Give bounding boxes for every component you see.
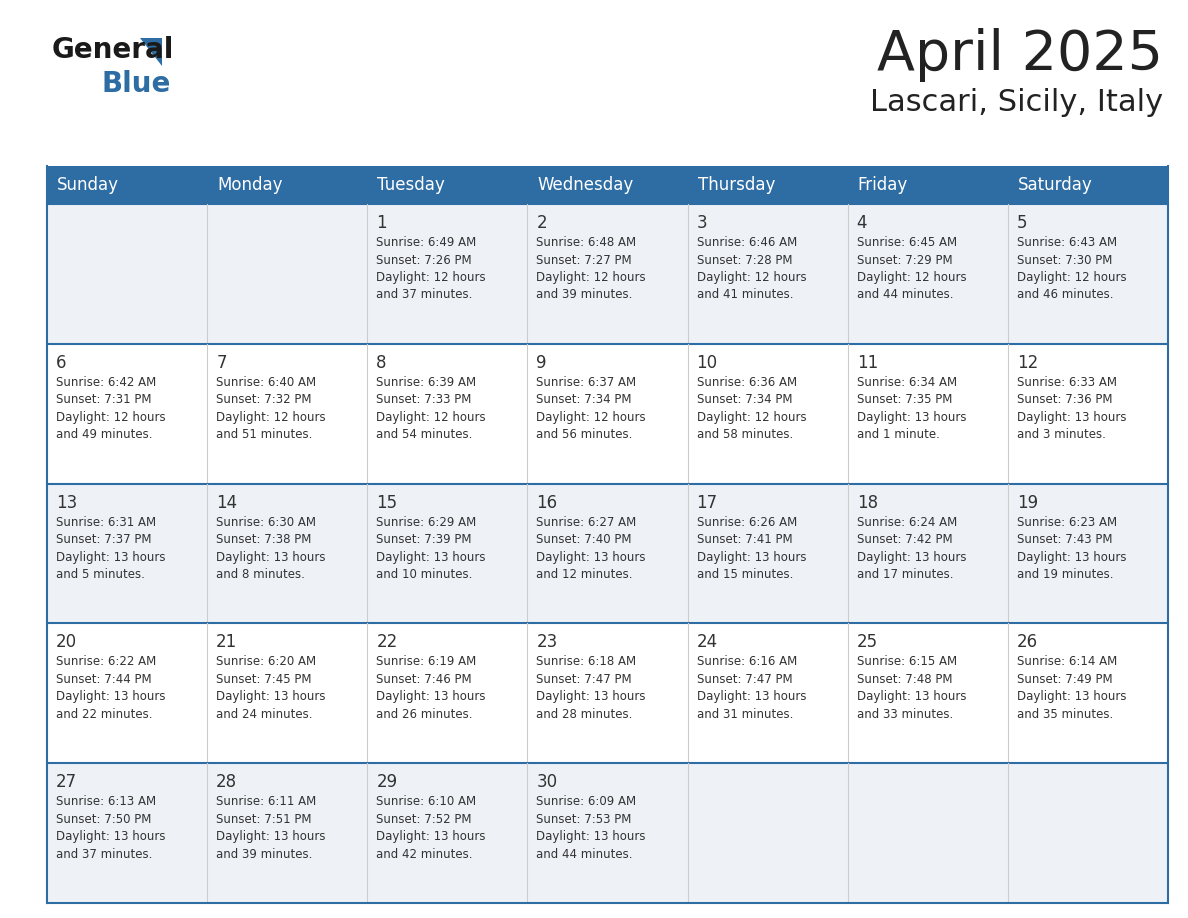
Text: 7: 7 bbox=[216, 353, 227, 372]
Text: Sunrise: 6:26 AM
Sunset: 7:41 PM
Daylight: 13 hours
and 15 minutes.: Sunrise: 6:26 AM Sunset: 7:41 PM Dayligh… bbox=[696, 516, 807, 581]
Bar bbox=[48, 763, 1168, 903]
Text: Sunrise: 6:30 AM
Sunset: 7:38 PM
Daylight: 13 hours
and 8 minutes.: Sunrise: 6:30 AM Sunset: 7:38 PM Dayligh… bbox=[216, 516, 326, 581]
Text: 30: 30 bbox=[537, 773, 557, 791]
Text: 6: 6 bbox=[56, 353, 67, 372]
Text: 18: 18 bbox=[857, 494, 878, 511]
Text: 16: 16 bbox=[537, 494, 557, 511]
Text: 27: 27 bbox=[56, 773, 77, 791]
Text: 23: 23 bbox=[537, 633, 557, 652]
Text: Sunrise: 6:23 AM
Sunset: 7:43 PM
Daylight: 13 hours
and 19 minutes.: Sunrise: 6:23 AM Sunset: 7:43 PM Dayligh… bbox=[1017, 516, 1126, 581]
Text: 5: 5 bbox=[1017, 214, 1028, 232]
Text: Sunrise: 6:14 AM
Sunset: 7:49 PM
Daylight: 13 hours
and 35 minutes.: Sunrise: 6:14 AM Sunset: 7:49 PM Dayligh… bbox=[1017, 655, 1126, 721]
Text: Sunrise: 6:24 AM
Sunset: 7:42 PM
Daylight: 13 hours
and 17 minutes.: Sunrise: 6:24 AM Sunset: 7:42 PM Dayligh… bbox=[857, 516, 966, 581]
Text: Sunrise: 6:20 AM
Sunset: 7:45 PM
Daylight: 13 hours
and 24 minutes.: Sunrise: 6:20 AM Sunset: 7:45 PM Dayligh… bbox=[216, 655, 326, 721]
Text: 14: 14 bbox=[216, 494, 238, 511]
Text: Friday: Friday bbox=[858, 176, 908, 194]
Text: Blue: Blue bbox=[102, 70, 171, 98]
Text: 10: 10 bbox=[696, 353, 718, 372]
Text: Sunrise: 6:29 AM
Sunset: 7:39 PM
Daylight: 13 hours
and 10 minutes.: Sunrise: 6:29 AM Sunset: 7:39 PM Dayligh… bbox=[377, 516, 486, 581]
Text: Sunrise: 6:13 AM
Sunset: 7:50 PM
Daylight: 13 hours
and 37 minutes.: Sunrise: 6:13 AM Sunset: 7:50 PM Dayligh… bbox=[56, 795, 165, 861]
Bar bbox=[48, 204, 1168, 344]
Text: 25: 25 bbox=[857, 633, 878, 652]
Text: Sunrise: 6:40 AM
Sunset: 7:32 PM
Daylight: 12 hours
and 51 minutes.: Sunrise: 6:40 AM Sunset: 7:32 PM Dayligh… bbox=[216, 375, 326, 442]
Text: Sunrise: 6:27 AM
Sunset: 7:40 PM
Daylight: 13 hours
and 12 minutes.: Sunrise: 6:27 AM Sunset: 7:40 PM Dayligh… bbox=[537, 516, 646, 581]
Text: Sunrise: 6:48 AM
Sunset: 7:27 PM
Daylight: 12 hours
and 39 minutes.: Sunrise: 6:48 AM Sunset: 7:27 PM Dayligh… bbox=[537, 236, 646, 301]
Text: Sunrise: 6:18 AM
Sunset: 7:47 PM
Daylight: 13 hours
and 28 minutes.: Sunrise: 6:18 AM Sunset: 7:47 PM Dayligh… bbox=[537, 655, 646, 721]
Text: Lascari, Sicily, Italy: Lascari, Sicily, Italy bbox=[870, 88, 1163, 117]
Text: 11: 11 bbox=[857, 353, 878, 372]
Text: Sunrise: 6:16 AM
Sunset: 7:47 PM
Daylight: 13 hours
and 31 minutes.: Sunrise: 6:16 AM Sunset: 7:47 PM Dayligh… bbox=[696, 655, 807, 721]
Text: Sunrise: 6:43 AM
Sunset: 7:30 PM
Daylight: 12 hours
and 46 minutes.: Sunrise: 6:43 AM Sunset: 7:30 PM Dayligh… bbox=[1017, 236, 1126, 301]
Text: Sunrise: 6:49 AM
Sunset: 7:26 PM
Daylight: 12 hours
and 37 minutes.: Sunrise: 6:49 AM Sunset: 7:26 PM Dayligh… bbox=[377, 236, 486, 301]
Text: Thursday: Thursday bbox=[697, 176, 775, 194]
Text: Sunrise: 6:42 AM
Sunset: 7:31 PM
Daylight: 12 hours
and 49 minutes.: Sunrise: 6:42 AM Sunset: 7:31 PM Dayligh… bbox=[56, 375, 165, 442]
Text: Sunrise: 6:34 AM
Sunset: 7:35 PM
Daylight: 13 hours
and 1 minute.: Sunrise: 6:34 AM Sunset: 7:35 PM Dayligh… bbox=[857, 375, 966, 442]
Text: 15: 15 bbox=[377, 494, 398, 511]
Text: 29: 29 bbox=[377, 773, 398, 791]
Text: Saturday: Saturday bbox=[1018, 176, 1093, 194]
Text: 17: 17 bbox=[696, 494, 718, 511]
Text: General: General bbox=[52, 36, 175, 64]
Text: Sunrise: 6:46 AM
Sunset: 7:28 PM
Daylight: 12 hours
and 41 minutes.: Sunrise: 6:46 AM Sunset: 7:28 PM Dayligh… bbox=[696, 236, 807, 301]
Text: 13: 13 bbox=[56, 494, 77, 511]
Text: Sunrise: 6:11 AM
Sunset: 7:51 PM
Daylight: 13 hours
and 39 minutes.: Sunrise: 6:11 AM Sunset: 7:51 PM Dayligh… bbox=[216, 795, 326, 861]
Text: Wednesday: Wednesday bbox=[537, 176, 633, 194]
Text: 1: 1 bbox=[377, 214, 387, 232]
Text: Sunday: Sunday bbox=[57, 176, 119, 194]
Text: 21: 21 bbox=[216, 633, 238, 652]
Text: 19: 19 bbox=[1017, 494, 1038, 511]
Bar bbox=[48, 344, 1168, 484]
Text: April 2025: April 2025 bbox=[877, 28, 1163, 82]
Text: Tuesday: Tuesday bbox=[378, 176, 446, 194]
Text: 26: 26 bbox=[1017, 633, 1038, 652]
Bar bbox=[48, 623, 1168, 763]
Text: Monday: Monday bbox=[217, 176, 283, 194]
Text: Sunrise: 6:37 AM
Sunset: 7:34 PM
Daylight: 12 hours
and 56 minutes.: Sunrise: 6:37 AM Sunset: 7:34 PM Dayligh… bbox=[537, 375, 646, 442]
Text: 2: 2 bbox=[537, 214, 546, 232]
Text: 20: 20 bbox=[56, 633, 77, 652]
Text: Sunrise: 6:33 AM
Sunset: 7:36 PM
Daylight: 13 hours
and 3 minutes.: Sunrise: 6:33 AM Sunset: 7:36 PM Dayligh… bbox=[1017, 375, 1126, 442]
Text: 3: 3 bbox=[696, 214, 707, 232]
Text: Sunrise: 6:39 AM
Sunset: 7:33 PM
Daylight: 12 hours
and 54 minutes.: Sunrise: 6:39 AM Sunset: 7:33 PM Dayligh… bbox=[377, 375, 486, 442]
Text: 24: 24 bbox=[696, 633, 718, 652]
Text: Sunrise: 6:36 AM
Sunset: 7:34 PM
Daylight: 12 hours
and 58 minutes.: Sunrise: 6:36 AM Sunset: 7:34 PM Dayligh… bbox=[696, 375, 807, 442]
Bar bbox=[48, 484, 1168, 623]
Text: 8: 8 bbox=[377, 353, 387, 372]
Polygon shape bbox=[140, 38, 162, 66]
Text: Sunrise: 6:09 AM
Sunset: 7:53 PM
Daylight: 13 hours
and 44 minutes.: Sunrise: 6:09 AM Sunset: 7:53 PM Dayligh… bbox=[537, 795, 646, 861]
Bar bbox=[48, 166, 1168, 204]
Text: 4: 4 bbox=[857, 214, 867, 232]
Text: Sunrise: 6:31 AM
Sunset: 7:37 PM
Daylight: 13 hours
and 5 minutes.: Sunrise: 6:31 AM Sunset: 7:37 PM Dayligh… bbox=[56, 516, 165, 581]
Text: 9: 9 bbox=[537, 353, 546, 372]
Text: Sunrise: 6:15 AM
Sunset: 7:48 PM
Daylight: 13 hours
and 33 minutes.: Sunrise: 6:15 AM Sunset: 7:48 PM Dayligh… bbox=[857, 655, 966, 721]
Text: Sunrise: 6:45 AM
Sunset: 7:29 PM
Daylight: 12 hours
and 44 minutes.: Sunrise: 6:45 AM Sunset: 7:29 PM Dayligh… bbox=[857, 236, 966, 301]
Text: 28: 28 bbox=[216, 773, 238, 791]
Text: Sunrise: 6:10 AM
Sunset: 7:52 PM
Daylight: 13 hours
and 42 minutes.: Sunrise: 6:10 AM Sunset: 7:52 PM Dayligh… bbox=[377, 795, 486, 861]
Text: 12: 12 bbox=[1017, 353, 1038, 372]
Text: 22: 22 bbox=[377, 633, 398, 652]
Text: Sunrise: 6:22 AM
Sunset: 7:44 PM
Daylight: 13 hours
and 22 minutes.: Sunrise: 6:22 AM Sunset: 7:44 PM Dayligh… bbox=[56, 655, 165, 721]
Text: Sunrise: 6:19 AM
Sunset: 7:46 PM
Daylight: 13 hours
and 26 minutes.: Sunrise: 6:19 AM Sunset: 7:46 PM Dayligh… bbox=[377, 655, 486, 721]
